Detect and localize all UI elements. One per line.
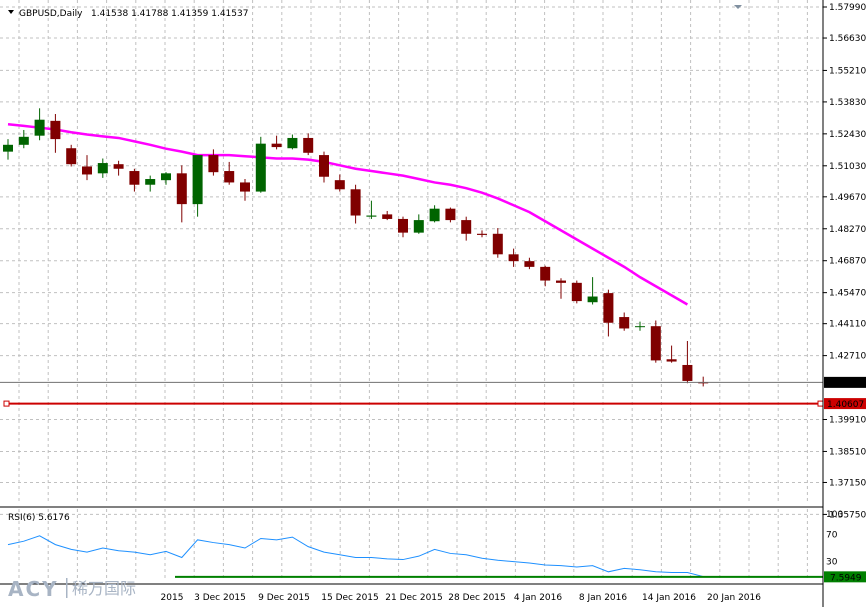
level-price-tag [824, 398, 866, 410]
logo-text: ACY [8, 577, 59, 601]
price-tick-label: 1.57990 [829, 3, 866, 13]
shift-marker-icon[interactable] [734, 5, 742, 9]
candle-body [508, 254, 519, 262]
candle-body [271, 143, 282, 148]
price-tick-label: 1.53830 [829, 98, 866, 108]
time-tick-label: 9 Dec 2015 [258, 593, 310, 603]
ma-line [7, 123, 689, 306]
candle-body [66, 148, 77, 165]
candle-body [192, 155, 203, 205]
time-tick-label: 4 Jan 2016 [514, 593, 562, 603]
price-tick-label: 1.39910 [829, 415, 866, 425]
candle-body [540, 266, 551, 281]
candle-body [240, 182, 250, 192]
time-tick-label: 15 Dec 2015 [321, 593, 379, 603]
candle-body [603, 293, 614, 323]
level-price-text: 1.40607 [827, 400, 864, 410]
grid [0, 0, 823, 578]
candle-body [18, 136, 29, 145]
candle-body [82, 166, 92, 175]
price-tick-label: 1.38510 [829, 447, 866, 457]
rsi-level-text: 7.5949 [830, 573, 862, 583]
rsi-tick-label: 30 [826, 558, 838, 568]
time-tick-label: 14 Jan 2016 [642, 593, 696, 603]
candle-body [113, 164, 124, 169]
current-price-tag [824, 376, 866, 388]
price-tick-label: 1.37150 [829, 478, 866, 488]
price-tick-label: 1.35750 [829, 510, 866, 520]
candle-body [382, 214, 393, 219]
candle-body [303, 137, 314, 153]
candle-body [334, 180, 345, 190]
rsi-line [7, 535, 704, 578]
candle-body [461, 220, 472, 234]
logo-chinese: 稀万国际 [72, 579, 136, 598]
candle-body [492, 233, 503, 255]
moving-average-line [7, 123, 689, 306]
current-price-text: 1.41537 [827, 379, 864, 389]
candle-body [477, 233, 487, 235]
price-tick-label: 1.49670 [829, 193, 866, 203]
candle-body [319, 155, 329, 177]
time-tick-label: 8 Jan 2016 [579, 593, 627, 603]
time-tick-label: 2015 [161, 593, 184, 603]
ohlc-values: 1.41538 1.41788 1.41359 1.41537 [91, 9, 248, 19]
time-tick-label: 21 Dec 2015 [385, 593, 443, 603]
level-line-handle[interactable] [3, 400, 10, 407]
price-tick-label: 1.42710 [829, 352, 866, 362]
candle-body [524, 261, 535, 267]
candle-body [176, 173, 187, 205]
candle-body [50, 120, 61, 140]
candle-body [650, 326, 661, 361]
candle-body [619, 317, 630, 329]
candle-body [666, 359, 677, 362]
candle-body [635, 326, 645, 328]
candle-body [350, 189, 361, 216]
candle-body [161, 173, 171, 181]
rsi-label: RSI(6) 5.6176 [8, 513, 70, 523]
candle-body [366, 215, 377, 217]
price-tick-label: 1.44110 [829, 320, 866, 330]
price-tick-label: 1.46870 [829, 257, 866, 267]
candles [3, 108, 709, 387]
candle-body [224, 171, 235, 183]
candle-body [413, 220, 424, 233]
time-tick-label: 20 Jan 2016 [707, 593, 761, 603]
candle-body [445, 208, 456, 221]
price-tick-label: 1.55210 [829, 66, 866, 76]
rsi-tick-label: 100 [826, 510, 843, 520]
candle-body [255, 143, 266, 192]
price-tick-label: 1.56630 [829, 34, 866, 44]
chart-menu-icon[interactable] [8, 10, 14, 14]
candle-body [398, 218, 408, 233]
time-tick-label: 3 Dec 2015 [194, 593, 246, 603]
candle-body [145, 179, 156, 185]
time-tick-label: 28 Dec 2015 [448, 593, 506, 603]
level-line-handle[interactable] [817, 400, 824, 407]
price-tick-label: 1.51030 [829, 162, 866, 172]
candle-body [208, 155, 219, 173]
rsi-level-tag [824, 571, 866, 583]
candle-body [3, 144, 13, 152]
rsi-panel [0, 506, 823, 578]
price-tick-label: 1.52430 [829, 130, 866, 140]
logo-divider [66, 578, 68, 598]
rsi-tick-label: 70 [826, 530, 838, 540]
price-levels [0, 381, 824, 407]
candle-body [571, 282, 582, 302]
candle-body [287, 137, 298, 149]
candle-body [97, 163, 108, 174]
candle-body [429, 208, 440, 222]
candle-body [556, 280, 566, 283]
candle-body [587, 296, 598, 303]
candle-body [34, 119, 45, 136]
price-tick-label: 1.48270 [829, 225, 866, 235]
candle-body [129, 171, 140, 185]
symbol-label: GBPUSD,Daily [19, 9, 83, 19]
candle-body [682, 364, 693, 381]
price-tick-label: 1.45470 [829, 289, 866, 299]
